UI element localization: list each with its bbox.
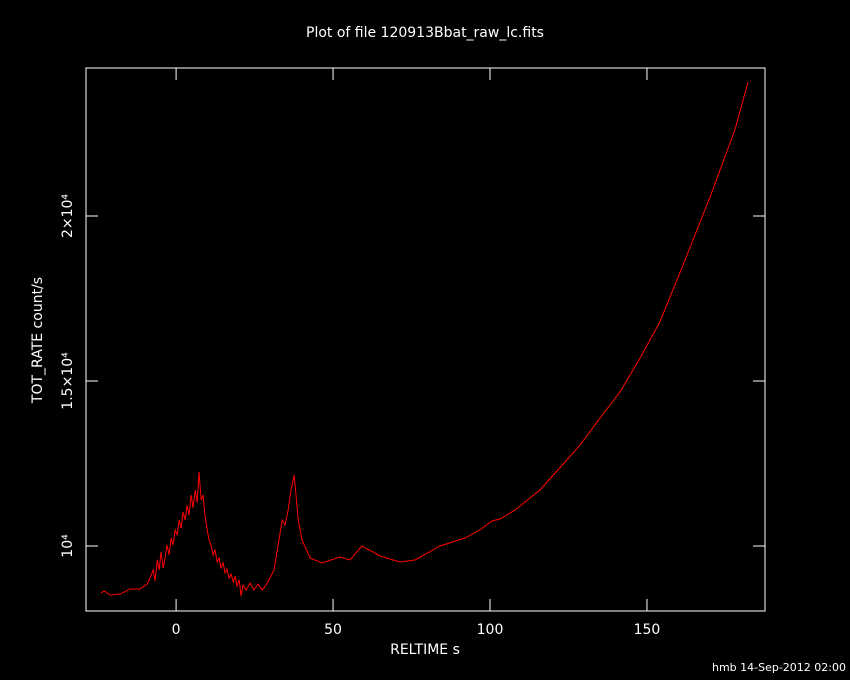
y-tick-label: 2×10⁴ — [60, 194, 76, 238]
data-line — [100, 81, 749, 597]
x-tick-label: 150 — [634, 622, 661, 638]
y-tick-label: 1.5×10⁴ — [60, 352, 76, 410]
footer: hmb 14-Sep-2012 02:00 — [712, 661, 846, 674]
x-tick-label: 50 — [324, 622, 342, 638]
y-tick-label: 10⁴ — [60, 534, 76, 558]
plot-frame — [85, 67, 766, 612]
y-axis-label: TOT_RATE count/s — [30, 277, 46, 404]
x-axis-label: RELTIME s — [390, 642, 460, 658]
x-tick-label: 100 — [477, 622, 504, 638]
chart-title: Plot of file 120913Bbat_raw_lc.fits — [306, 25, 544, 41]
x-tick-label: 0 — [172, 622, 181, 638]
